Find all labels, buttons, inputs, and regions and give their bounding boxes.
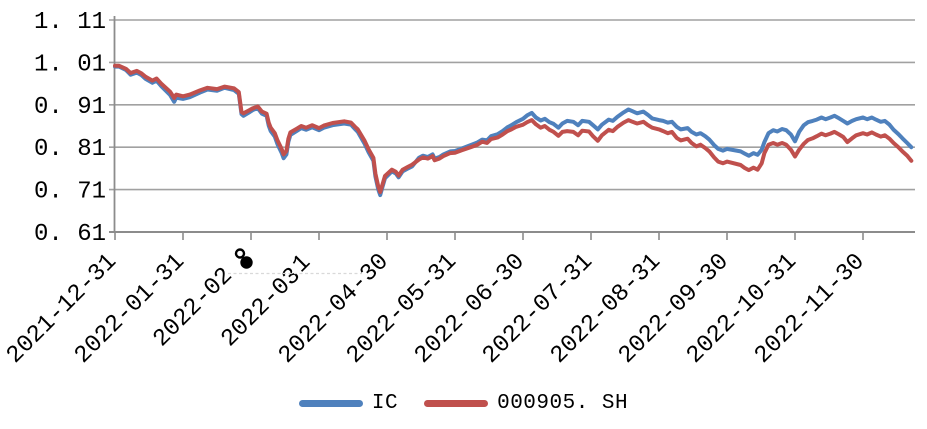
chart-legend: IC 000905. SH [0, 392, 927, 415]
series-line-IC [113, 64, 914, 198]
legend-label-ic: IC [371, 392, 399, 415]
y-tick-label: 1. 01 [34, 51, 106, 78]
legend-item-ic: IC [298, 392, 399, 415]
y-tick-label: 0. 61 [34, 221, 106, 248]
y-tick-label: 0. 71 [34, 179, 106, 206]
y-tick-label: 0. 91 [34, 94, 106, 121]
ic-line-swatch [298, 400, 363, 407]
000905sh-line-swatch [424, 400, 489, 407]
stray-glyph-8-ring [234, 248, 246, 259]
legend-item-000905sh: 000905. SH [424, 392, 628, 415]
y-tick-label: 0. 81 [34, 136, 106, 163]
series-line-000905.SH [113, 63, 914, 195]
legend-label-000905sh: 000905. SH [497, 392, 629, 415]
y-tick-label: 1. 11 [34, 9, 106, 36]
stray-glyph-8-dot [240, 256, 253, 269]
